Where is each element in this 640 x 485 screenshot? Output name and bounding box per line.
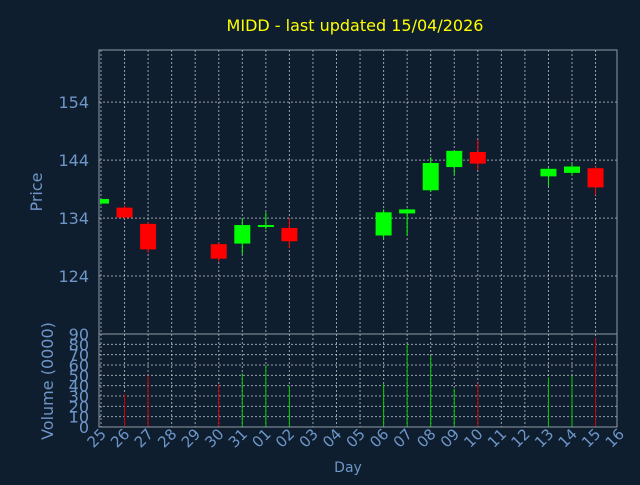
- price-tick-label: 134: [58, 209, 89, 228]
- volume-tick-label: 20: [69, 397, 89, 416]
- price-tick-labels: 124 134 144 154: [58, 93, 89, 286]
- volume-tick-label: 40: [69, 377, 89, 396]
- day-tick-label: 01: [248, 425, 274, 451]
- volume-tick-label: 60: [69, 356, 89, 375]
- day-tick-label: 16: [602, 425, 628, 451]
- x-axis-label: Day: [334, 460, 362, 476]
- candle-body: [540, 168, 557, 177]
- candle-body: [399, 209, 416, 214]
- candle-body: [375, 212, 392, 236]
- day-tick-label: 07: [390, 425, 416, 451]
- volume-tick-label: 50: [69, 366, 89, 385]
- candlestick-series: [100, 139, 604, 262]
- volume-panel-frame: [98, 333, 618, 428]
- day-tick-label: 12: [507, 425, 533, 451]
- chart-title: MIDD - last updated 15/04/2026: [227, 16, 484, 35]
- volume-tick-label: 0: [79, 418, 89, 437]
- volume-grid: [99, 334, 617, 427]
- price-axis-label: Price: [27, 172, 46, 211]
- price-tick-label: 154: [58, 93, 89, 112]
- day-tick-label: 03: [296, 425, 322, 451]
- day-tick-label: 30: [201, 425, 227, 451]
- day-tick-label: 28: [154, 425, 180, 451]
- candle-body: [234, 225, 251, 244]
- day-tick-label: 11: [484, 425, 510, 451]
- candle-body: [140, 223, 157, 250]
- day-tick-label: 27: [131, 425, 157, 451]
- price-panel-frame: [98, 49, 618, 335]
- price-tick-label: 124: [58, 267, 89, 286]
- volume-series: [124, 338, 597, 427]
- price-grid: [99, 50, 617, 334]
- day-tick-label: 08: [413, 425, 439, 451]
- candle-body: [116, 207, 133, 218]
- candle-body: [210, 244, 227, 259]
- candle-body: [100, 198, 109, 204]
- candle-body: [257, 225, 274, 228]
- price-tick-label: 144: [58, 151, 89, 170]
- candle-body: [564, 166, 580, 173]
- day-tick-labels: 2526272829303101020304050607080910111213…: [84, 425, 628, 451]
- day-tick-label: 05: [343, 425, 369, 451]
- candle-body: [587, 168, 604, 188]
- day-tick-label: 06: [366, 425, 392, 451]
- day-tick-label: 13: [531, 425, 557, 451]
- day-tick-label: 15: [578, 425, 604, 451]
- candle-body: [281, 227, 298, 242]
- day-tick-label: 31: [225, 425, 251, 451]
- day-tick-label: 10: [460, 425, 486, 451]
- candle-body: [422, 163, 439, 191]
- day-tick-label: 04: [319, 425, 345, 451]
- candle-body: [446, 150, 463, 168]
- volume-axis-label: Volume (0000): [38, 322, 57, 440]
- volume-tick-label: 90: [69, 325, 89, 344]
- volume-tick-label: 10: [69, 408, 89, 427]
- day-tick-label: 26: [107, 425, 133, 451]
- candle-body: [469, 152, 486, 164]
- day-tick-label: 09: [437, 425, 463, 451]
- day-tick-label: 02: [272, 425, 298, 451]
- day-tick-label: 29: [178, 425, 204, 451]
- volume-tick-label: 70: [69, 346, 89, 365]
- day-tick-label: 14: [555, 425, 581, 451]
- volume-tick-label: 80: [69, 335, 89, 354]
- volume-tick-label: 30: [69, 387, 89, 406]
